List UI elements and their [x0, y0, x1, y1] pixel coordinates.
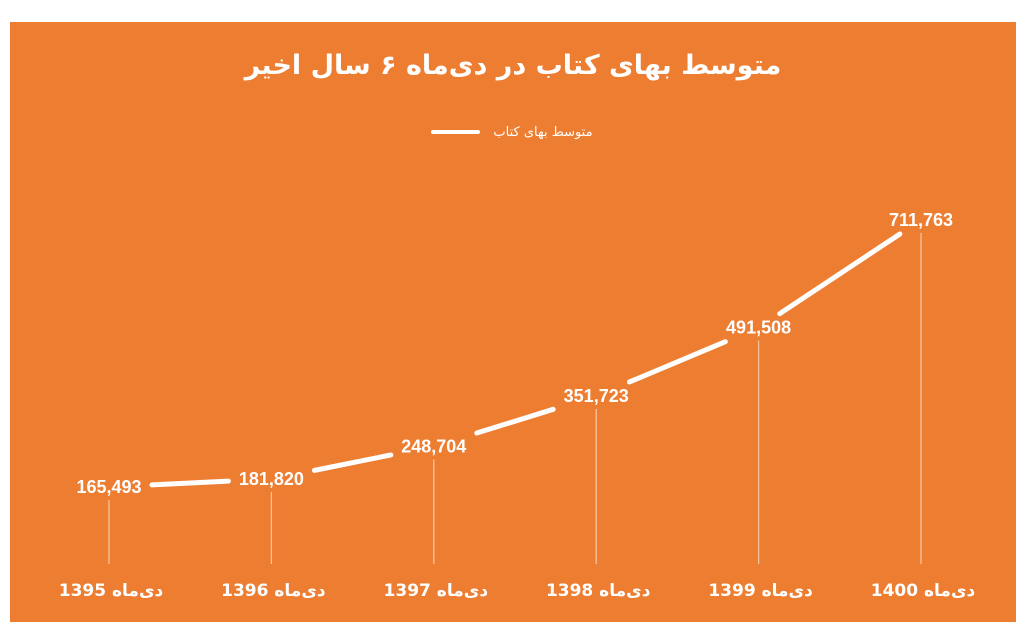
data-label: 181,820 [239, 469, 304, 489]
series-line-segment [311, 452, 394, 473]
category-label: دی‌ماه 1396 [221, 581, 326, 601]
data-labels: 165,493 181,820 248,704 351,723 491,508 711,7… [76, 210, 953, 497]
category-labels: دی‌ماه 1395 دی‌ماه 1396 دی‌ماه 1397 دی‌ماه … [59, 581, 976, 601]
drop-lines [108, 233, 922, 564]
legend-entry: متوسط بهای کتاب [493, 125, 592, 140]
category-label: دی‌ماه 1400 [871, 581, 976, 601]
data-label: 248,704 [401, 436, 466, 456]
data-label: 491,508 [726, 318, 791, 338]
series-line [149, 231, 903, 488]
data-label: 711,763 [889, 210, 953, 230]
legend: متوسط بهای کتاب [431, 125, 593, 140]
series-line-segment [777, 231, 903, 317]
category-label: دی‌ماه 1397 [384, 581, 489, 601]
chart-title: متوسط بهای کتاب در دی‌ماه ۶ سال اخیر [243, 50, 782, 81]
data-label: 165,493 [76, 477, 141, 497]
category-label: دی‌ماه 1399 [708, 581, 813, 601]
data-label: 351,723 [564, 386, 629, 406]
category-label: دی‌ماه 1395 [59, 581, 164, 601]
series-line-segment [149, 478, 231, 488]
series-line-segment [626, 339, 728, 385]
chart-panel: متوسط بهای کتاب در دی‌ماه ۶ سال اخیر متو… [10, 22, 1016, 622]
chart-background [10, 22, 1016, 622]
line-chart: متوسط بهای کتاب در دی‌ماه ۶ سال اخیر متو… [10, 22, 1016, 622]
category-label: دی‌ماه 1398 [546, 581, 651, 601]
series-line-segment [474, 406, 556, 436]
